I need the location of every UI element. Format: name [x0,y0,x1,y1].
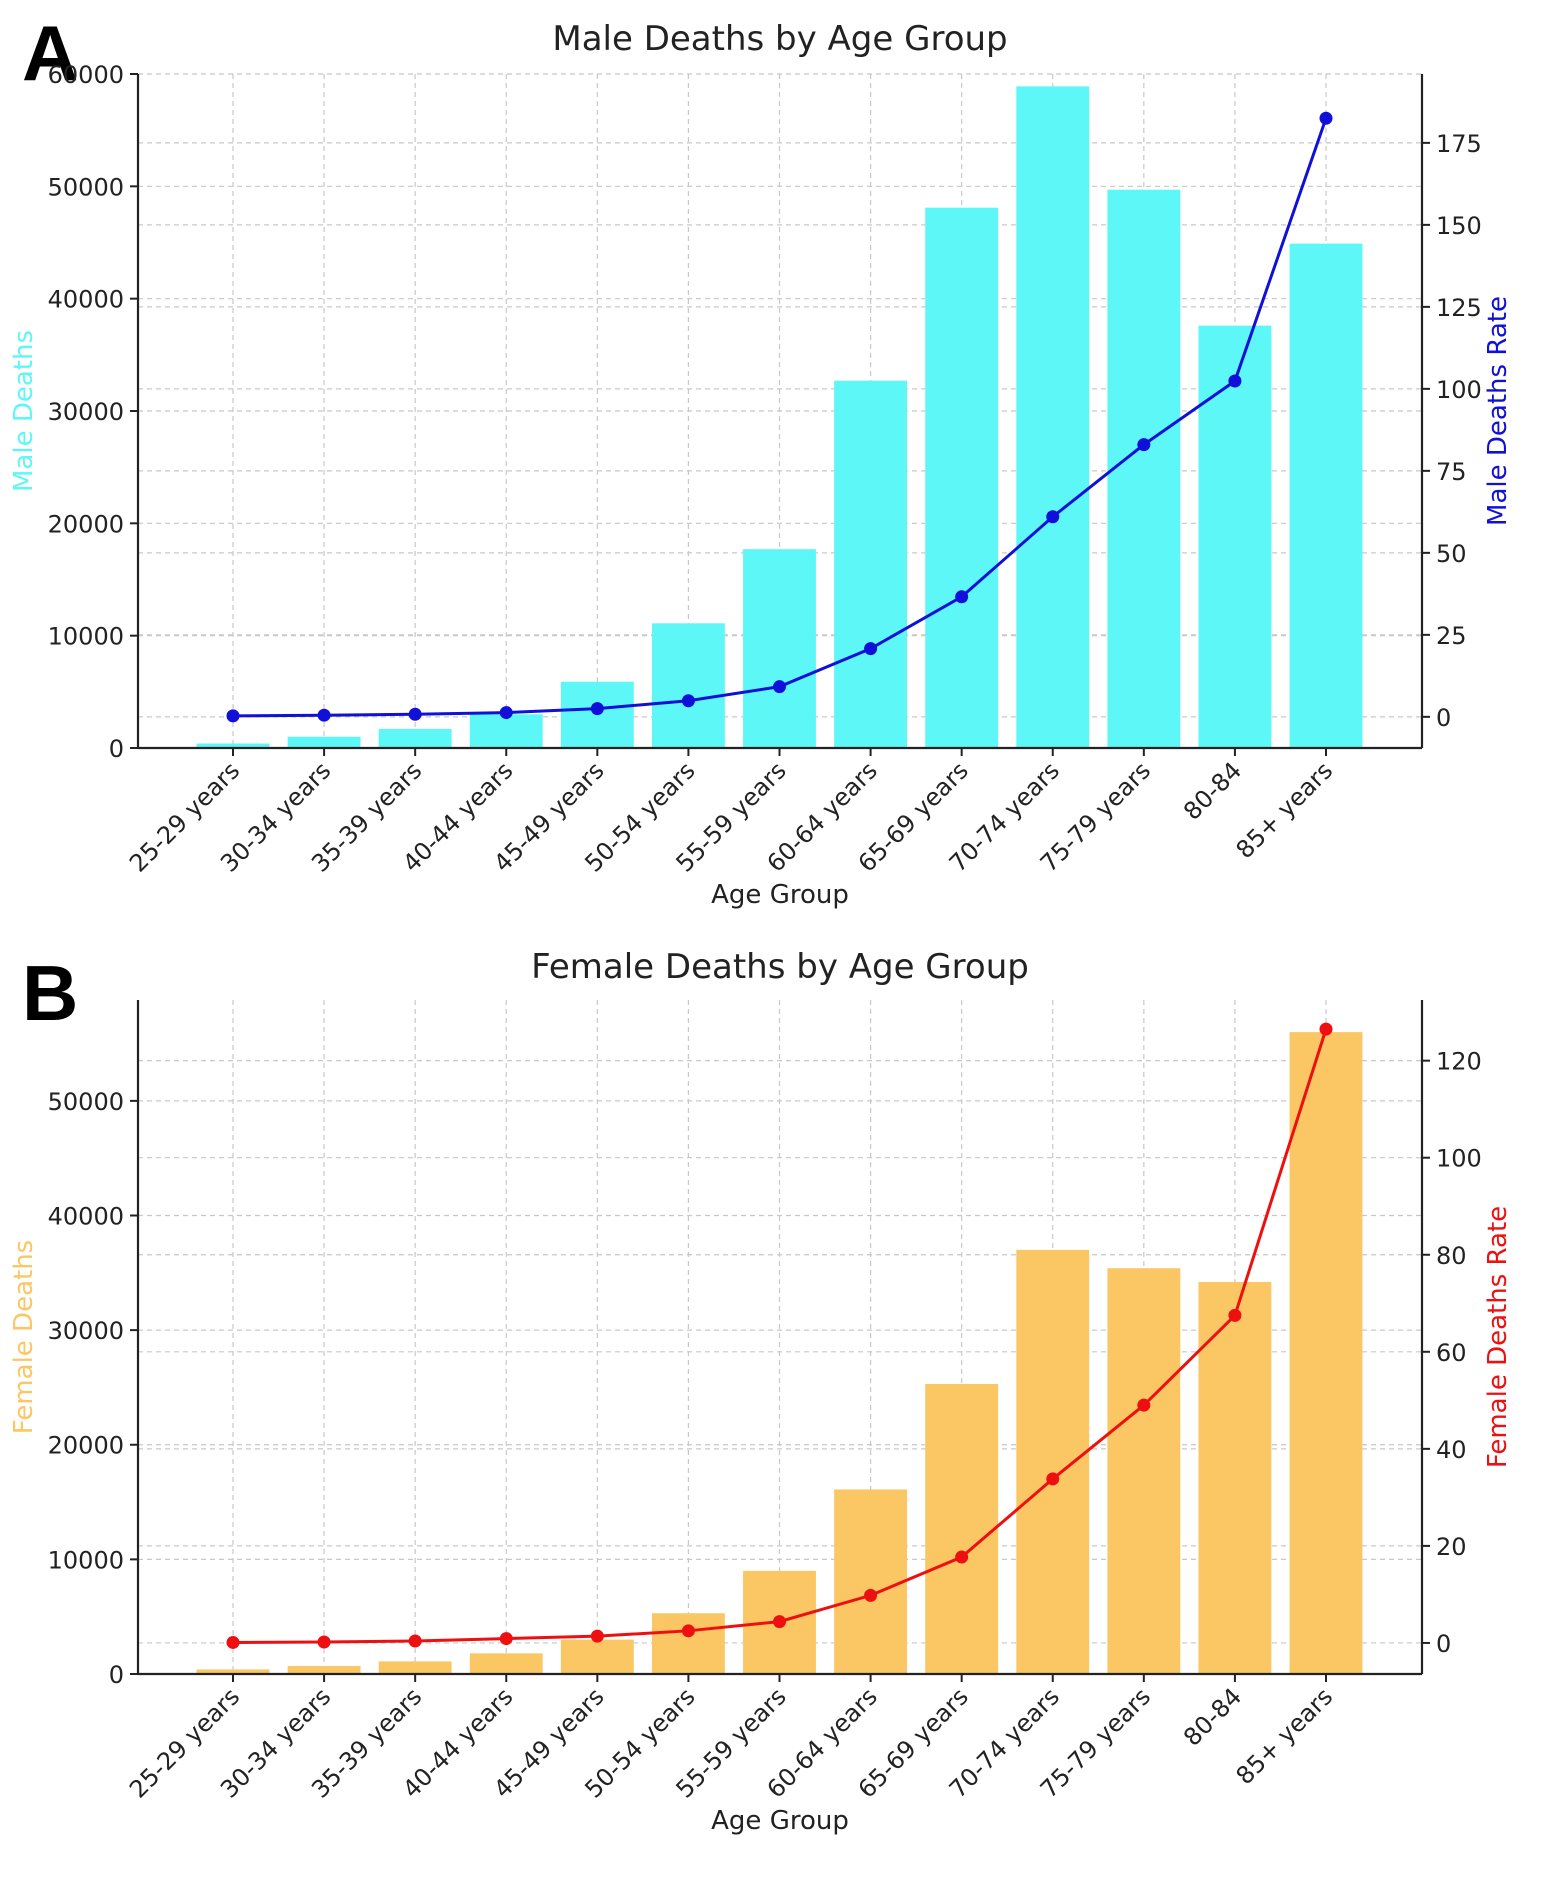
rate-point-10 [1137,1398,1151,1412]
rate-point-11 [1228,374,1242,388]
y-axis-label-left: Female Deaths [9,1240,39,1434]
rate-point-2 [408,707,422,721]
bar-0 [196,743,270,748]
bar-6 [743,549,816,748]
rate-point-11 [1228,1308,1242,1322]
chart-male-deaths: A Male Deaths by Age Group 0 10000 20000 3000… [9,9,1513,910]
rate-point-1 [317,708,331,722]
x-tick-label: 80-84 [1178,756,1247,825]
y-tick-label-left: 10000 [48,623,124,651]
y-tick-label-left: 30000 [48,1317,124,1345]
panel-label: B [22,949,78,1037]
y-tick-label-left: 30000 [48,398,124,426]
y-axis-label-right: Male Deaths Rate [1483,296,1513,526]
rate-point-12 [1319,1022,1333,1036]
y-tick-label-right: 150 [1436,212,1482,240]
y-tick-label-left: 20000 [48,1432,124,1460]
bar-11 [1198,325,1272,748]
y-tick-label-left: 60000 [48,61,124,89]
chart-female-deaths: B Female Deaths by Age Group 0 10000 20000 30… [9,947,1513,1836]
rate-point-12 [1319,111,1333,125]
rate-point-9 [1046,1472,1060,1486]
bar-9 [1016,1249,1090,1674]
bar-3 [469,714,543,748]
y-tick-label-right: 125 [1436,294,1482,322]
bar-10 [1107,1268,1181,1674]
bar-series [196,1032,1363,1674]
rate-point-10 [1137,438,1151,452]
x-axis-label: Age Group [711,880,849,910]
bar-2 [378,1661,452,1674]
line-series [226,111,1333,723]
panel-label: A [22,9,78,97]
rate-point-8 [955,590,969,604]
rate-point-9 [1046,510,1060,524]
y-tick-label-right: 0 [1436,704,1451,732]
bar-7 [834,380,908,748]
x-axis-label: Age Group [711,1806,849,1836]
y-tick-label-left: 40000 [48,286,124,314]
x-tick-label: 85+ years [1231,1682,1339,1790]
y-axis-label-left: Male Deaths [9,330,39,492]
bar-10 [1107,189,1181,748]
bar-1 [287,1665,361,1674]
y-tick-label-left: 10000 [48,1546,124,1574]
bar-7 [834,1489,908,1674]
rate-point-4 [590,1629,604,1643]
chart-title: Male Deaths by Age Group [552,19,1007,59]
bar-2 [378,728,452,748]
bar-11 [1198,1281,1272,1674]
y-tick-label-right: 20 [1436,1533,1467,1561]
y-tick-label-right: 80 [1436,1242,1467,1270]
y-tick-label-left: 20000 [48,510,124,538]
y-tick-label-right: 0 [1436,1630,1451,1658]
chart-title: Female Deaths by Age Group [531,947,1029,987]
y-tick-label-right: 100 [1436,1145,1482,1173]
rate-point-5 [681,1624,695,1638]
y-tick-label-right: 25 [1436,622,1467,650]
y-axis-label-right: Female Deaths Rate [1483,1206,1513,1468]
y-tick-label-left: 40000 [48,1202,124,1230]
bar-0 [196,1669,270,1674]
bar-1 [287,736,361,748]
bar-12 [1289,1032,1363,1674]
y-tick-label-right: 120 [1436,1048,1482,1076]
y-tick-label-right: 75 [1436,458,1467,486]
rate-point-4 [590,702,604,716]
rate-point-8 [955,1550,969,1564]
bar-8 [925,1383,999,1674]
bar-5 [651,623,725,748]
bar-9 [1016,86,1090,748]
y-tick-label-left: 0 [109,735,124,763]
y-tick-label-left: 50000 [48,1088,124,1116]
rate-point-6 [773,1615,786,1629]
line-series [226,1022,1333,1649]
y-tick-label-right: 40 [1436,1436,1467,1464]
bar-3 [469,1653,543,1674]
rate-point-2 [408,1634,422,1648]
rate-point-0 [226,709,240,723]
y-tick-label-left: 0 [109,1661,124,1689]
rate-point-0 [226,1635,240,1649]
y-tick-label-right: 100 [1436,376,1482,404]
rate-point-1 [317,1635,331,1649]
x-tick-label: 85+ years [1231,756,1339,864]
rate-point-3 [499,706,513,720]
rate-point-6 [773,680,786,694]
rate-point-7 [864,1588,878,1602]
y-tick-label-left: 50000 [48,173,124,201]
rate-point-7 [864,642,878,656]
y-tick-label-right: 50 [1436,540,1467,568]
bar-4 [560,1639,634,1674]
y-tick-label-right: 60 [1436,1339,1467,1367]
bar-series [196,86,1363,749]
bar-12 [1289,243,1363,748]
x-tick-label: 80-84 [1178,1682,1247,1751]
bar-8 [925,207,999,749]
rate-point-3 [499,1632,513,1646]
bar-5 [651,1613,725,1674]
y-tick-label-right: 175 [1436,130,1482,158]
rate-point-5 [681,694,695,708]
